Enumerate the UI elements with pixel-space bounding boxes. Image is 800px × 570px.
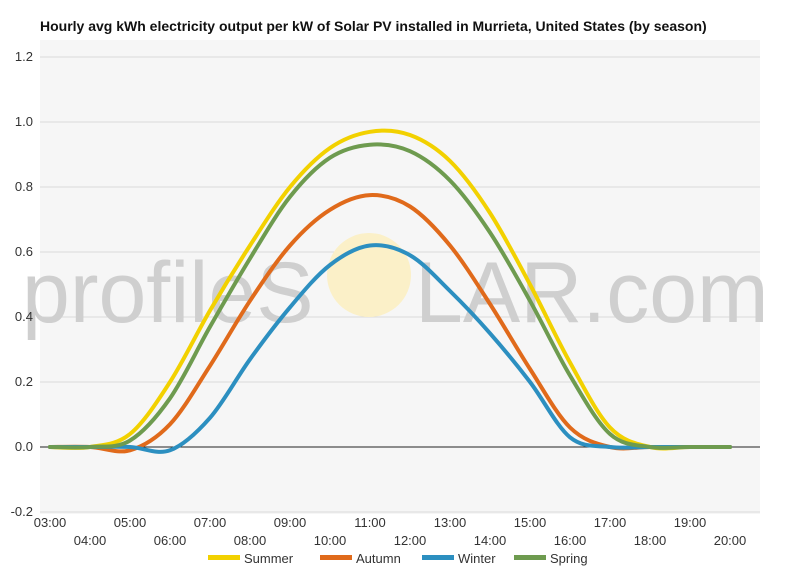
x-tick-label: 18:00 xyxy=(634,533,667,548)
x-tick-label: 13:00 xyxy=(434,515,467,530)
y-tick-label: 0.8 xyxy=(15,179,33,194)
x-tick-label: 08:00 xyxy=(234,533,267,548)
legend-item-autumn[interactable]: Autumn xyxy=(320,551,401,566)
legend-item-spring[interactable]: Spring xyxy=(514,551,588,566)
legend-label: Summer xyxy=(244,551,294,566)
series-line-winter xyxy=(48,243,732,454)
x-tick-label: 14:00 xyxy=(474,533,507,548)
y-tick-label: -0.2 xyxy=(11,504,33,519)
x-tick-label: 06:00 xyxy=(154,533,187,548)
watermark: profileS LAR.com xyxy=(22,233,769,341)
x-tick-label: 15:00 xyxy=(514,515,547,530)
chart-title: Hourly avg kWh electricity output per kW… xyxy=(40,18,707,34)
series-lines xyxy=(48,128,732,454)
x-tick-label: 16:00 xyxy=(554,533,587,548)
y-tick-label: 1.0 xyxy=(15,114,33,129)
series-line-spring xyxy=(48,142,732,450)
x-tick-label: 04:00 xyxy=(74,533,107,548)
series-line-summer xyxy=(48,128,732,451)
watermark-text-right: LAR.com xyxy=(415,245,769,341)
x-tick-label: 09:00 xyxy=(274,515,307,530)
y-tick-label: 0.0 xyxy=(15,439,33,454)
legend-swatch xyxy=(422,555,454,560)
x-tick-label: 19:00 xyxy=(674,515,707,530)
x-tick-label: 17:00 xyxy=(594,515,627,530)
y-tick-label: 1.2 xyxy=(15,49,33,64)
x-tick-label: 12:00 xyxy=(394,533,427,548)
legend-label: Autumn xyxy=(356,551,401,566)
legend-item-winter[interactable]: Winter xyxy=(422,551,496,566)
legend-label: Spring xyxy=(550,551,588,566)
x-axis-ticks: 03:00 04:00 05:00 06:00 07:00 08:00 09:00 10:00… xyxy=(34,515,747,548)
x-tick-label: 05:00 xyxy=(114,515,147,530)
legend-item-summer[interactable]: Summer xyxy=(208,551,294,566)
legend-swatch xyxy=(514,555,546,560)
legend-swatch xyxy=(208,555,240,560)
y-tick-label: 0.6 xyxy=(15,244,33,259)
y-axis-ticks: -0.2 0.0 0.2 0.4 0.6 0.8 1.0 1.2 xyxy=(11,49,33,519)
x-tick-label: 11:00 xyxy=(354,515,386,530)
legend-label: Winter xyxy=(458,551,496,566)
y-tick-label: 0.4 xyxy=(15,309,33,324)
x-tick-label: 20:00 xyxy=(714,533,747,548)
y-tick-label: 0.2 xyxy=(15,374,33,389)
x-tick-label: 03:00 xyxy=(34,515,67,530)
x-tick-label: 10:00 xyxy=(314,533,347,548)
watermark-text-left: profileS xyxy=(22,245,314,341)
legend: Summer Autumn Winter Spring xyxy=(208,551,588,566)
x-tick-label: 07:00 xyxy=(194,515,227,530)
legend-swatch xyxy=(320,555,352,560)
